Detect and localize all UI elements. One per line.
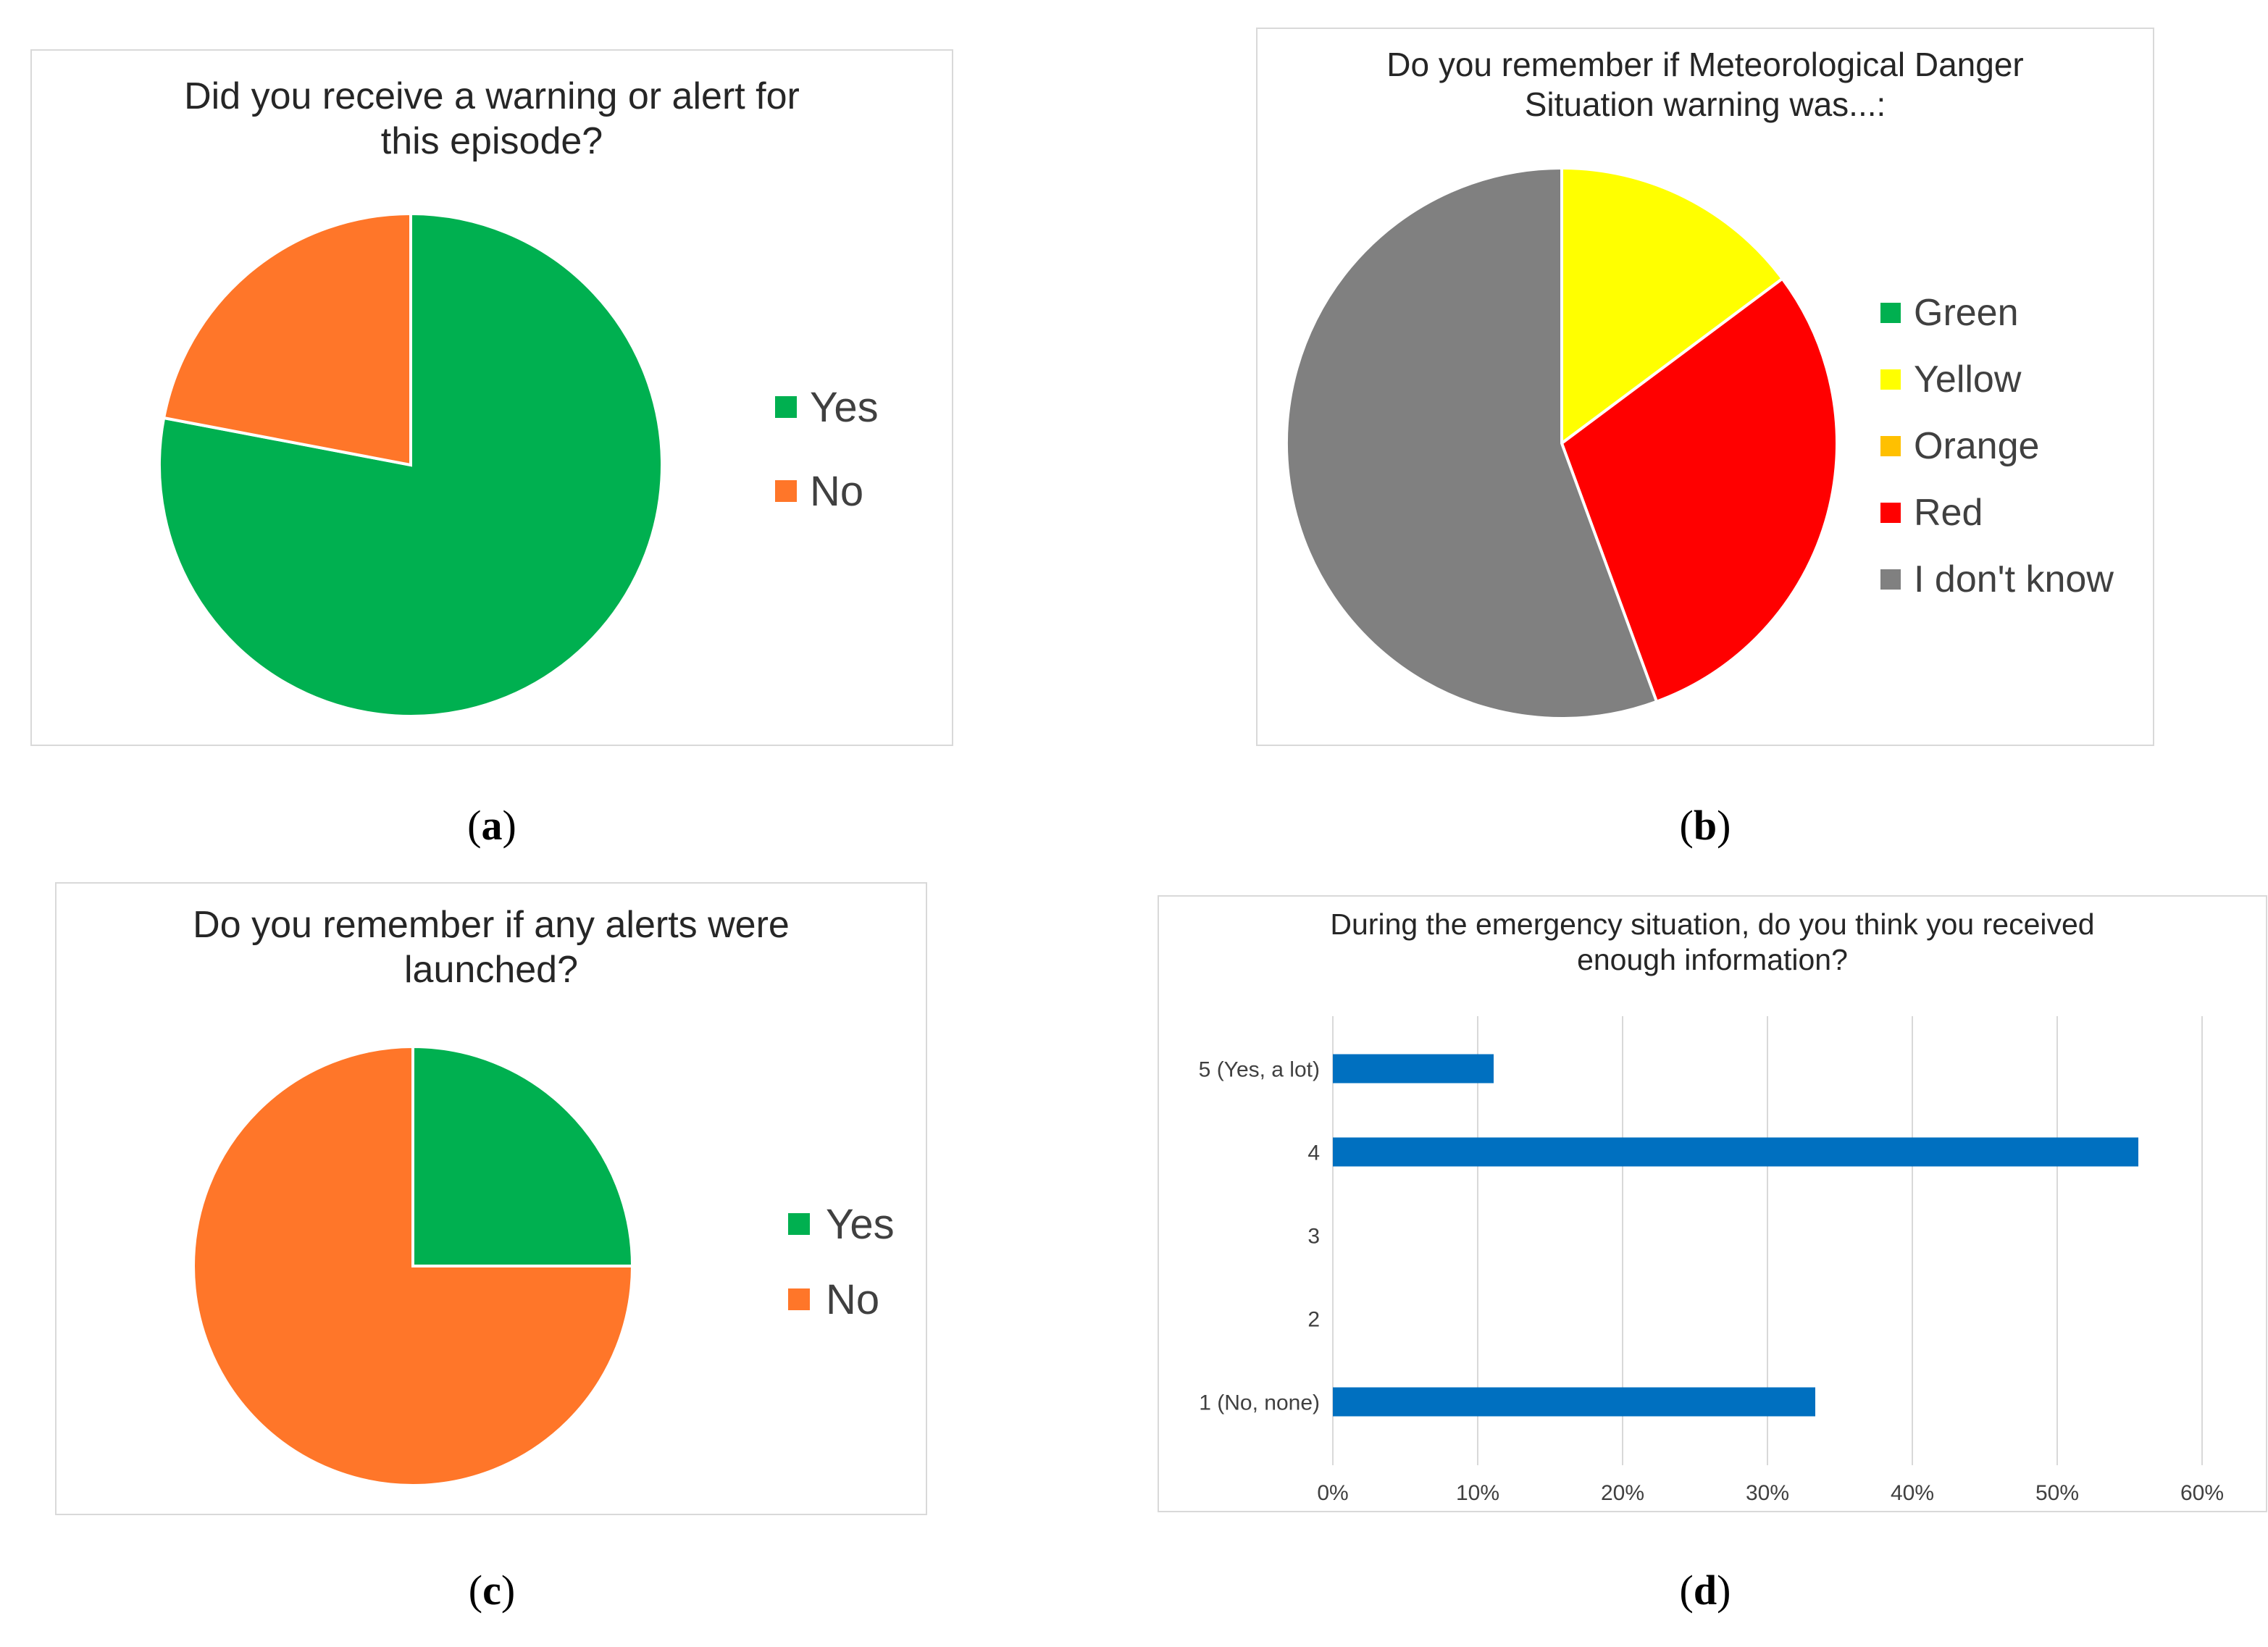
legend-label-yes: Yes xyxy=(810,383,879,431)
chart-title-b: Do you remember if Meteorological Danger… xyxy=(1258,45,2153,125)
chart-title-a: Did you receive a warning or alert for t… xyxy=(32,74,952,164)
legend-item-no: No xyxy=(775,449,879,533)
caption-c-letter: c xyxy=(482,1567,501,1614)
pie-slice-no xyxy=(192,1044,635,1487)
legend-swatch-yellow xyxy=(1880,369,1901,390)
legend-item-dont-know: I don't know xyxy=(1880,546,2114,613)
y-category-label: 3 xyxy=(1307,1225,1320,1249)
legend-swatch-dont-know xyxy=(1880,569,1901,590)
bar-5-yes-a-lot xyxy=(1333,1054,1494,1084)
legend-item-yellow: Yellow xyxy=(1880,346,2114,413)
chart-title-a-line-1: Did you receive a warning or alert for xyxy=(184,75,800,117)
caption-a: (a) xyxy=(467,802,516,849)
caption-b: (b) xyxy=(1679,802,1731,849)
pie-chart-b xyxy=(1285,166,1838,720)
pie-slice-yellow xyxy=(1560,166,1785,446)
legend-swatch-yes xyxy=(775,396,797,418)
legend-a: Yes No xyxy=(775,365,879,533)
legend-label-red: Red xyxy=(1914,492,1983,534)
chart-title-c: Do you remember if any alerts were launc… xyxy=(57,902,926,993)
caption-b-letter: b xyxy=(1693,802,1717,849)
chart-title-c-line-2: launched? xyxy=(404,949,578,992)
chart-title-b-line-1: Do you remember if Meteorological Danger xyxy=(1386,46,2024,83)
legend-swatch-no xyxy=(775,480,797,502)
x-tick-label: 40% xyxy=(1891,1481,1934,1505)
legend-item-yes: Yes xyxy=(788,1186,895,1262)
y-category-label: 2 xyxy=(1307,1308,1320,1332)
legend-item-yes: Yes xyxy=(775,365,879,449)
legend-label-orange: Orange xyxy=(1914,425,2040,467)
legend-swatch-green xyxy=(1880,303,1901,323)
legend-swatch-orange xyxy=(1880,436,1901,456)
bar-chart-d: 0% 10% 20% 30% 40% 50% 60% 5 (Yes, a lot) 4 3 2 1 (… xyxy=(1199,1016,2224,1505)
x-tick-label: 20% xyxy=(1601,1481,1644,1505)
legend-label-dont-know: I don't know xyxy=(1914,558,2114,600)
chart-title-b-line-2: Situation warning was...: xyxy=(1524,85,1886,124)
pie-chart-a xyxy=(158,211,664,718)
chart-panel-d: During the emergency situation, do you t… xyxy=(1158,895,2267,1512)
y-category-label: 5 (Yes, a lot) xyxy=(1199,1058,1320,1082)
chart-panel-a: Did you receive a warning or alert for t… xyxy=(30,49,953,746)
chart-title-d-line-1: During the emergency situation, do you t… xyxy=(1330,908,2095,941)
pie-slice-no xyxy=(162,211,412,467)
chart-title-c-line-1: Do you remember if any alerts were xyxy=(193,904,790,946)
legend-item-orange: Orange xyxy=(1880,413,2114,479)
caption-a-letter: a xyxy=(481,802,503,849)
pie-slice-yes xyxy=(158,211,664,718)
chart-title-d: During the emergency situation, do you t… xyxy=(1159,907,2266,978)
pie-slice-yes xyxy=(411,1044,635,1267)
chart-title-a-line-2: this episode? xyxy=(380,120,603,163)
legend-c: Yes No xyxy=(788,1186,895,1337)
pie-slice-red xyxy=(1560,276,1838,704)
bar-1-no-none xyxy=(1333,1387,1815,1417)
y-category-label: 4 xyxy=(1307,1141,1320,1165)
x-tick-label: 60% xyxy=(2180,1481,2224,1505)
x-tick-label: 50% xyxy=(2035,1481,2079,1505)
legend-swatch-yes xyxy=(788,1213,810,1235)
chart-panel-c: Do you remember if any alerts were launc… xyxy=(55,882,927,1515)
caption-c: (c) xyxy=(468,1567,516,1614)
x-tick-label: 0% xyxy=(1317,1481,1348,1505)
pie-chart-c xyxy=(192,1044,635,1487)
legend-label-no: No xyxy=(826,1275,880,1323)
legend-label-green: Green xyxy=(1914,292,2019,334)
legend-swatch-red xyxy=(1880,503,1901,523)
legend-label-yellow: Yellow xyxy=(1914,359,2022,401)
bar-4 xyxy=(1333,1137,2138,1167)
pie-slice-i-don-t-know xyxy=(1285,166,1659,720)
x-tick-label: 10% xyxy=(1456,1481,1499,1505)
chart-panel-b: Do you remember if Meteorological Danger… xyxy=(1256,28,2154,746)
caption-d-letter: d xyxy=(1693,1567,1717,1614)
chart-title-d-line-2: enough information? xyxy=(1577,943,1848,977)
legend-label-no: No xyxy=(810,467,864,515)
legend-swatch-no xyxy=(788,1288,810,1310)
caption-d: (d) xyxy=(1679,1567,1731,1614)
legend-item-red: Red xyxy=(1880,479,2114,546)
legend-item-green: Green xyxy=(1880,280,2114,346)
x-tick-label: 30% xyxy=(1746,1481,1789,1505)
y-category-label: 1 (No, none) xyxy=(1199,1391,1320,1415)
legend-b: Green Yellow Orange Red I don't know xyxy=(1880,280,2114,613)
legend-label-yes: Yes xyxy=(826,1200,895,1248)
legend-item-no: No xyxy=(788,1262,895,1337)
